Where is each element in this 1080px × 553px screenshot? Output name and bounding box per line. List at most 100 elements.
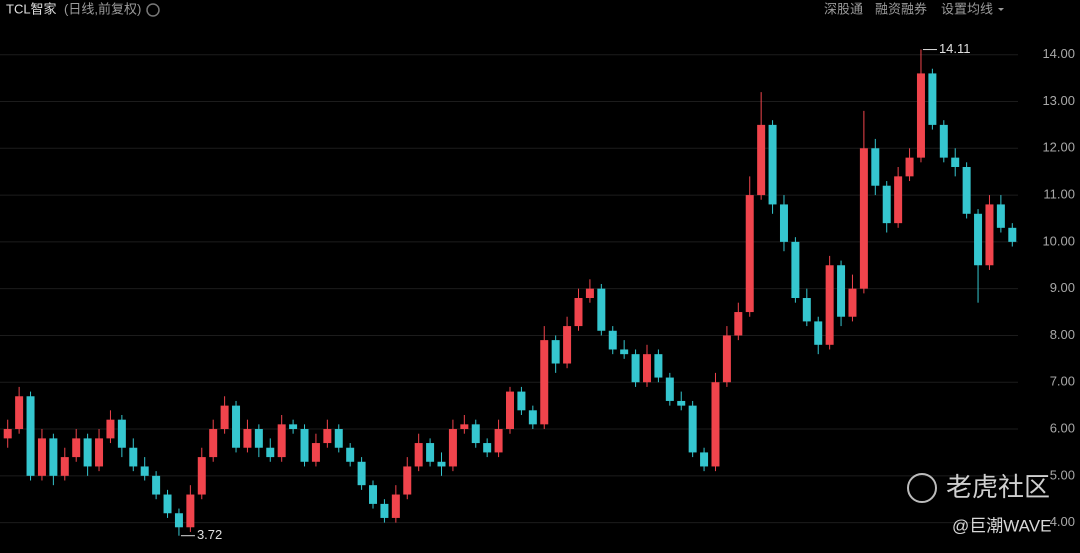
candle-body [654, 354, 663, 378]
candle-body [974, 213, 983, 266]
settings-icon[interactable] [146, 3, 160, 17]
candle-body [939, 124, 948, 158]
dropdown-arrow[interactable] [998, 8, 1004, 11]
candle-body [745, 195, 754, 313]
candle-body [232, 405, 241, 448]
candle-body [37, 438, 46, 476]
candle-body [471, 424, 480, 444]
candle-body [711, 382, 720, 467]
candle-body [540, 340, 549, 425]
candle-body [197, 457, 206, 495]
candle-body [391, 494, 400, 518]
y-tick-label: 10.00 [1042, 233, 1075, 248]
candle-body [620, 349, 629, 355]
candle-body [916, 73, 925, 158]
candle-body [563, 326, 572, 364]
candle-body [700, 452, 709, 467]
candle-body [551, 340, 560, 364]
candle-body [152, 475, 161, 495]
candle-body [779, 204, 788, 242]
candle-body [323, 429, 332, 444]
candle-body [597, 288, 606, 331]
candle-body [848, 288, 857, 317]
max-annotation: 14.11 [939, 41, 971, 56]
candle-body [277, 424, 286, 458]
candle-body [871, 148, 880, 186]
y-tick-label: 4.00 [1050, 514, 1075, 529]
candle-body [928, 73, 937, 125]
candle-body [665, 377, 674, 401]
toolbar-link[interactable]: 深股通 [824, 1, 863, 16]
candle-body [26, 396, 35, 476]
candle-body [608, 330, 617, 350]
candle-body [117, 419, 126, 448]
toolbar-link[interactable]: 设置均线 [941, 1, 993, 16]
chart-subtitle: (日线,前复权) [64, 1, 141, 16]
candle-body [985, 204, 994, 266]
candle-body [220, 405, 229, 430]
candle-body [460, 424, 469, 430]
candle-body [266, 447, 275, 458]
watermark-brand: 老虎社区 [946, 472, 1050, 502]
chart-title: TCL智家 [6, 1, 57, 16]
candle-body [483, 443, 492, 453]
candle-body [95, 438, 104, 467]
watermark-author: @巨潮WAVE [952, 516, 1051, 535]
y-tick-label: 9.00 [1050, 280, 1075, 295]
candle-body [3, 429, 12, 439]
candle-body [688, 405, 697, 453]
y-tick-label: 5.00 [1050, 467, 1075, 482]
candle-body [129, 447, 138, 467]
candle-body [905, 157, 914, 177]
candle-body [346, 447, 355, 462]
candle-body [837, 265, 846, 317]
candle-body [60, 457, 69, 476]
candle-body [574, 298, 583, 327]
watermark-logo [907, 473, 937, 503]
candle-body [186, 494, 195, 528]
candle-body [300, 429, 309, 462]
candle-body [72, 438, 81, 458]
candle-body [802, 298, 811, 322]
candle-body [243, 429, 252, 448]
y-tick-label: 8.00 [1050, 327, 1075, 342]
candle-body [894, 176, 903, 224]
candle-body [825, 265, 834, 345]
candle-body [631, 354, 640, 383]
min-annotation: 3.72 [197, 527, 222, 542]
candle-body [49, 438, 58, 476]
candle-body [369, 485, 378, 504]
candle-body [357, 461, 366, 486]
candle-body [814, 321, 823, 345]
candle-body [209, 429, 218, 458]
candle-body [254, 429, 263, 448]
y-tick-label: 6.00 [1050, 420, 1075, 435]
candle-body [448, 429, 457, 467]
candle-body [426, 443, 435, 462]
candle-body [15, 396, 24, 430]
toolbar-link[interactable]: 融资融券 [875, 1, 927, 16]
candle-body [722, 335, 731, 383]
candle-body [494, 429, 503, 453]
y-tick-label: 14.00 [1042, 46, 1075, 61]
candle-body [1008, 227, 1017, 242]
candle-body [517, 391, 526, 411]
candle-body [677, 400, 686, 406]
candle-body [174, 513, 183, 528]
candle-body [951, 157, 960, 167]
candle-body [528, 410, 537, 425]
candle-body [882, 185, 891, 224]
candle-body [163, 494, 172, 514]
candle-body [289, 424, 298, 430]
candle-body [642, 354, 651, 383]
candle-body [996, 204, 1005, 228]
candle-body [334, 429, 343, 448]
candle-body [859, 148, 868, 289]
candle-body [791, 241, 800, 299]
candle-body [437, 461, 446, 467]
candle-body [403, 466, 412, 495]
y-tick-label: 12.00 [1042, 140, 1075, 155]
candle-body [140, 466, 149, 476]
candle-body [506, 391, 514, 430]
